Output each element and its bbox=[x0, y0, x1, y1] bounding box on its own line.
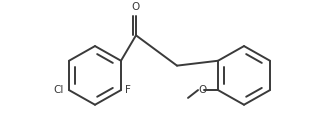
Text: F: F bbox=[125, 85, 131, 95]
Text: O: O bbox=[198, 85, 206, 95]
Text: Cl: Cl bbox=[54, 85, 64, 95]
Text: O: O bbox=[132, 2, 140, 12]
